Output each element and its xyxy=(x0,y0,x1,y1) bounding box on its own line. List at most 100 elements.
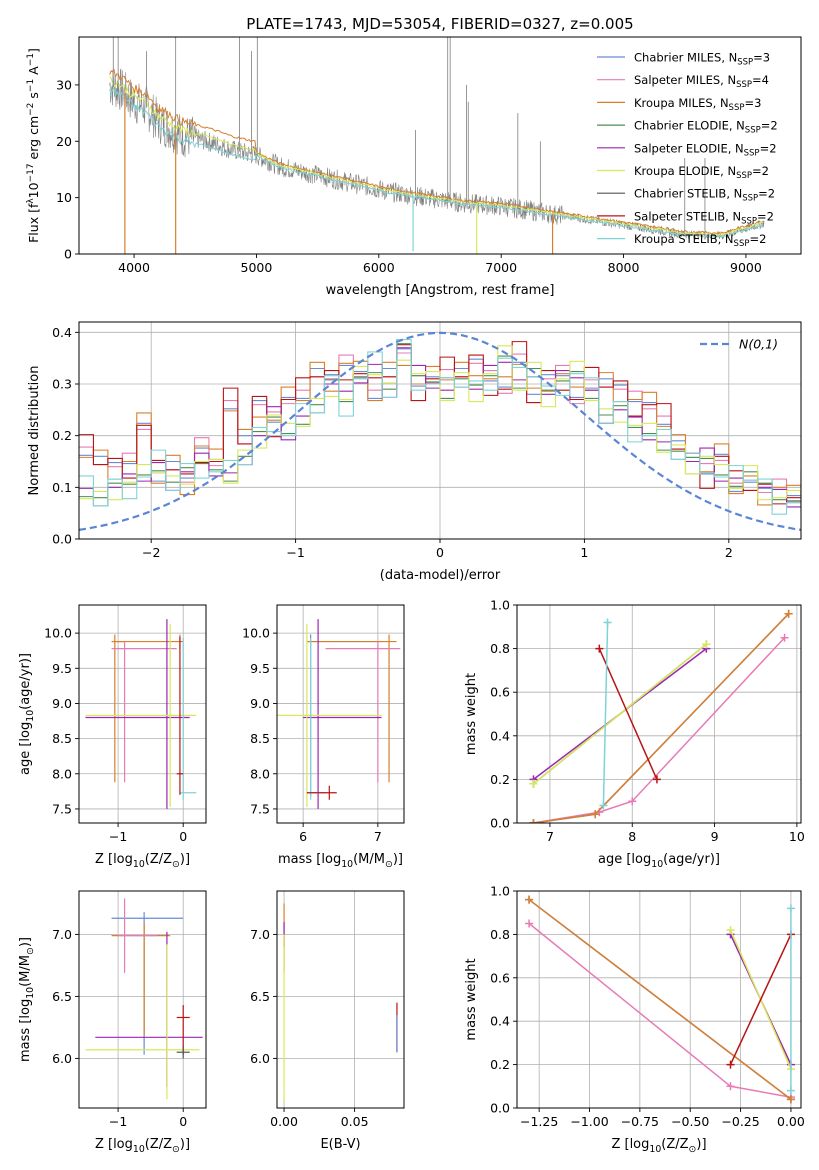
histogram-step-line xyxy=(79,341,801,505)
x-axis-label: Z [log10(Z/Z⊙)] xyxy=(95,852,190,870)
x-axis-label: age [log10(age/yr)] xyxy=(598,852,720,870)
plot-area xyxy=(109,37,765,254)
y-tick-label: 1.0 xyxy=(490,884,510,899)
y-tick-label: 7.0 xyxy=(250,927,270,942)
plot-area xyxy=(85,619,197,809)
y-tick-label: 0.2 xyxy=(52,428,72,443)
histogram-step-line xyxy=(79,339,801,515)
y-axis-label: age [log10(age/yr)] xyxy=(18,653,36,775)
y-tick-label: 7.5 xyxy=(52,801,72,816)
weight-point-marker xyxy=(786,904,795,913)
x-tick-label: −0.25 xyxy=(721,1114,759,1129)
legend-entry-label: Chabrier STELIB, NSSP=2 xyxy=(634,187,775,204)
x-tick-label: 9 xyxy=(711,829,719,844)
y-tick-label: 9.0 xyxy=(52,696,72,711)
y-tick-label: 6.5 xyxy=(250,989,270,1004)
weight-series-line xyxy=(528,922,792,1098)
figure-title: PLATE=1743, MJD=53054, FIBERID=0327, z=0… xyxy=(246,15,633,33)
y-tick-label: 9.5 xyxy=(250,661,270,676)
y-tick-label: 20 xyxy=(56,134,72,149)
x-tick-label: 0.00 xyxy=(777,1114,805,1129)
x-axis-label: wavelength [Angstrom, rest frame] xyxy=(326,283,555,298)
weight-point-marker xyxy=(595,644,604,653)
x-tick-label: −1 xyxy=(109,829,127,844)
y-tick-label: 0.0 xyxy=(490,816,510,831)
weight-point-marker xyxy=(628,797,637,806)
x-tick-label: 10 xyxy=(789,829,805,844)
x-tick-label: 6000 xyxy=(363,260,395,275)
panel-spectrum: 4000 5000 6000 7000 8000 9000 0 10 20 30 wavelengt… xyxy=(26,36,802,298)
x-tick-label: −1 xyxy=(286,545,304,560)
x-tick-label: 7 xyxy=(546,829,554,844)
spectrum-model-line xyxy=(109,87,764,238)
weight-point-marker xyxy=(525,895,534,904)
panel-age-vs-mass: 6 7 7.5 8.0 8.5 9.0 9.5 10.0 mass [log10(M/M⊙)] xyxy=(242,604,405,870)
y-tick-label: 7.5 xyxy=(250,801,270,816)
y-axis-label: mass weight xyxy=(464,958,479,1040)
weight-point-marker xyxy=(529,819,538,823)
weight-series-line xyxy=(533,637,786,823)
axes-frame xyxy=(516,890,802,1109)
x-tick-label: −2 xyxy=(142,545,160,560)
y-tick-label: 0.6 xyxy=(490,970,510,985)
histogram-step-line xyxy=(79,345,801,515)
weight-point-marker xyxy=(784,609,793,618)
x-tick-label: 0.05 xyxy=(341,1114,369,1129)
y-tick-label: 10.0 xyxy=(242,626,270,641)
weight-point-marker xyxy=(599,801,608,810)
weight-point-marker xyxy=(529,779,538,788)
panel-massweight-vs-age: 7 8 9 10 0.0 0.2 0.4 0.6 0.8 1.0 age [log10(age/yr… xyxy=(464,598,805,871)
y-tick-label: 0.8 xyxy=(490,927,510,942)
axes-frame xyxy=(276,604,405,824)
y-axis-label: Flux [fλ10−17 erg cm−2 s−1 A−1] xyxy=(26,48,41,243)
x-tick-label: 9000 xyxy=(730,260,762,275)
weight-point-marker xyxy=(726,1082,735,1091)
histogram-step-line xyxy=(79,348,801,497)
axes-frame xyxy=(78,604,207,824)
weight-series-line xyxy=(533,643,707,785)
y-tick-label: 0.1 xyxy=(52,480,72,495)
weight-point-marker xyxy=(726,1060,735,1069)
y-tick-label: 0 xyxy=(64,247,72,262)
x-tick-label: 6 xyxy=(299,829,307,844)
panel-mass-vs-EBV: 0.00 0.05 6.0 6.5 7.0 E(B-V) xyxy=(250,890,405,1152)
plot-area xyxy=(277,619,401,809)
y-axis-label: Normed distribution xyxy=(27,366,42,496)
y-axis-label: mass [log10(M/M⊙)] xyxy=(18,937,36,1062)
axes-frame xyxy=(78,36,802,255)
weight-series-line xyxy=(602,622,609,806)
spectrum-model-line xyxy=(109,76,764,236)
y-tick-label: 6.0 xyxy=(52,1051,72,1066)
histogram-step-line xyxy=(79,352,801,503)
spectrum-legend: Chabrier MILES, NSSP=3 Salpeter MILES, NS… xyxy=(597,51,778,249)
axes-frame xyxy=(78,321,802,540)
weight-point-marker xyxy=(786,1095,795,1104)
y-tick-label: 8.0 xyxy=(250,766,270,781)
panel-massweight-vs-Z: −1.25 −1.00 −0.75 −0.50 −0.25 0.00 0.0 0.2 0.4 0.… xyxy=(464,884,805,1156)
y-tick-label: 0.4 xyxy=(490,728,510,743)
y-tick-label: 0.8 xyxy=(490,641,510,656)
plot-area xyxy=(529,609,793,823)
plot-area xyxy=(85,898,203,1100)
y-tick-label: 6.0 xyxy=(250,1051,270,1066)
x-tick-label: −0.75 xyxy=(621,1114,659,1129)
spectrum-model-line xyxy=(109,68,764,235)
y-tick-label: 9.0 xyxy=(250,696,270,711)
x-tick-label: 7 xyxy=(374,829,382,844)
y-tick-label: 10.0 xyxy=(44,626,72,641)
axes-frame xyxy=(276,890,405,1109)
y-tick-label: 10 xyxy=(56,190,72,205)
x-axis-label: (data-model)/error xyxy=(380,568,501,583)
weight-point-marker xyxy=(702,640,711,649)
axes-frame xyxy=(516,604,802,824)
plot-area xyxy=(79,331,801,531)
histogram-step-line xyxy=(79,360,801,506)
weight-point-marker xyxy=(652,775,661,784)
weight-point-marker xyxy=(786,1086,795,1095)
spectrum-data-line xyxy=(109,68,765,240)
weight-point-marker xyxy=(726,926,735,935)
x-axis-label: Z [log10(Z/Z⊙)] xyxy=(95,1137,190,1155)
x-tick-label: −1.00 xyxy=(570,1114,608,1129)
legend-entry-label: N(0,1) xyxy=(739,337,778,352)
histogram-step-line xyxy=(79,343,801,513)
